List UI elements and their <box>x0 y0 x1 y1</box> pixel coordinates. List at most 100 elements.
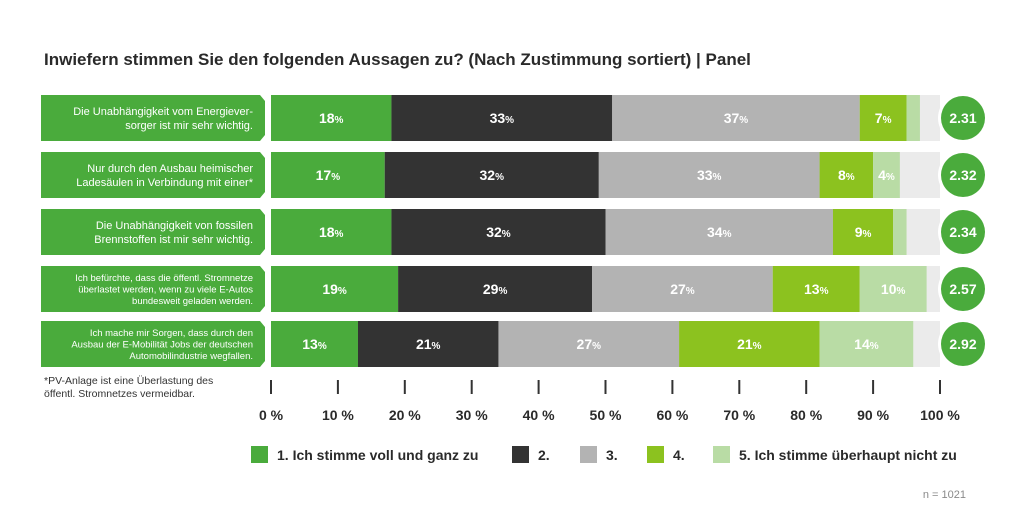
legend-item-1: 1. Ich stimme voll und ganz zu <box>251 446 478 463</box>
bar-segment-4 <box>772 266 860 312</box>
bar-segment-3 <box>592 266 773 312</box>
legend-swatch-1 <box>251 446 268 463</box>
x-tick <box>336 380 339 394</box>
bar-segment-4 <box>859 95 907 141</box>
bar-segment-4 <box>679 321 820 367</box>
bar-segment-1 <box>271 321 358 367</box>
bar-row-1: Die Unabhängigkeit vom Energiever-sorger… <box>41 93 988 143</box>
mean-value: 2.34 <box>949 224 976 240</box>
data-label: 18% <box>319 110 344 126</box>
data-label: 9% <box>855 224 872 240</box>
bar-segment-1 <box>271 266 399 312</box>
bar-segment-5 <box>893 209 907 255</box>
x-tick-label: 80 % <box>790 407 822 423</box>
data-label: 27% <box>577 336 602 352</box>
data-label: 34% <box>707 224 732 240</box>
x-tick <box>537 380 540 394</box>
question-label-box <box>41 321 265 367</box>
question-label-box <box>41 266 265 312</box>
question-label-line: Nur durch den Ausbau heimischer <box>87 163 253 175</box>
bar-row-5: Ich mache mir Sorgen, dass durch denAusb… <box>41 319 988 369</box>
bar-segment-2 <box>391 95 613 141</box>
x-tick-label: 10 % <box>322 407 354 423</box>
question-label-line: Die Unabhängigkeit vom Energiever- <box>73 106 253 118</box>
mean-circle <box>941 153 985 197</box>
data-label: 21% <box>737 336 762 352</box>
bar-segment-2 <box>384 152 599 198</box>
x-tick <box>872 380 875 394</box>
x-tick <box>939 380 941 394</box>
x-tick-label: 100 % <box>920 407 960 423</box>
mean-value: 2.92 <box>949 336 976 352</box>
mean-circle <box>941 210 985 254</box>
bar-segment-3 <box>605 209 833 255</box>
data-label: 33% <box>697 167 722 183</box>
chart-title: Inwiefern stimmen Sie den folgenden Auss… <box>44 50 751 69</box>
question-label-line: Ich befürchte, dass die öffentl. Stromne… <box>75 273 253 284</box>
data-label: 29% <box>483 281 508 297</box>
question-label-line: Ich mache mir Sorgen, dass durch den <box>90 328 253 339</box>
data-label: 21% <box>416 336 441 352</box>
question-label-line: bundesweit geladen werden. <box>132 296 253 307</box>
bar-segment-3 <box>612 95 860 141</box>
x-tick <box>270 380 272 394</box>
x-tick-label: 0 % <box>259 407 284 423</box>
bar-segment-5 <box>906 95 920 141</box>
data-label: 18% <box>319 224 344 240</box>
x-tick <box>671 380 674 394</box>
question-label-line: überlastet werden, wenn zu viele E-Autos <box>78 284 253 295</box>
bar-segment-4 <box>832 209 894 255</box>
bar-segment-1 <box>271 209 392 255</box>
x-axis: 0 % 10 % 20 % 30 % 40 % 50 % 60 % 70 % 80 % 90 % 1… <box>259 380 960 423</box>
legend-label-2: 2. <box>538 446 550 463</box>
data-label: 14% <box>854 336 879 352</box>
bar-row-2: Nur durch den Ausbau heimischer Ladesäule… <box>41 150 988 200</box>
question-label-line: Ladesäulen in Verbindung mit einer* <box>76 177 253 189</box>
mean-circle <box>941 322 985 366</box>
data-label: 13% <box>302 336 327 352</box>
question-label-box <box>41 95 265 141</box>
x-tick <box>738 380 741 394</box>
mean-value: 2.57 <box>949 281 976 297</box>
x-tick <box>805 380 808 394</box>
x-tick-label: 50 % <box>590 407 622 423</box>
question-label-line: Automobilindustrie wegfallen. <box>129 351 253 362</box>
bar-segment-3 <box>498 321 680 367</box>
data-label: 7% <box>875 110 892 126</box>
legend-label-3: 3. <box>606 446 618 463</box>
data-label: 32% <box>486 224 511 240</box>
bar-row-4: Ich befürchte, dass die öffentl. Stromne… <box>41 264 988 314</box>
x-tick-label: 60 % <box>656 407 688 423</box>
data-label: 19% <box>322 281 347 297</box>
bar-row-3: Die Unabhängigkeit von fossilen Brennstof… <box>41 207 988 257</box>
legend-label-4: 4. <box>673 446 685 463</box>
bar-segment-2 <box>357 321 499 367</box>
x-tick <box>403 380 406 394</box>
bar-segment-1 <box>271 152 385 198</box>
question-label-line: Brennstoffen ist mir sehr wichtig. <box>94 234 253 246</box>
x-tick-label: 90 % <box>857 407 889 423</box>
legend-swatch-2 <box>512 446 529 463</box>
data-label: 10% <box>881 281 906 297</box>
data-label: 32% <box>480 167 505 183</box>
x-tick-label: 40 % <box>523 407 555 423</box>
bar-segment-5 <box>873 152 900 198</box>
question-label-line: Die Unabhängigkeit von fossilen <box>96 220 253 232</box>
bar-segment-3 <box>598 152 820 198</box>
data-label: 33% <box>490 110 515 126</box>
bar-segment-1 <box>271 95 392 141</box>
data-label: 37% <box>724 110 749 126</box>
legend-item-5: 5. Ich stimme überhaupt nicht zu <box>713 446 957 463</box>
x-tick-label: 70 % <box>723 407 755 423</box>
bar-segment-5 <box>859 266 927 312</box>
bar-segment-2 <box>398 266 593 312</box>
legend-item-3: 3. <box>580 446 618 463</box>
legend-item-4: 4. <box>647 446 685 463</box>
bar-segment-2 <box>391 209 606 255</box>
legend: 1. Ich stimme voll und ganz zu 2. 3. 4. … <box>0 446 1024 466</box>
x-tick <box>604 380 607 394</box>
x-tick-label: 20 % <box>389 407 421 423</box>
legend-label-1: 1. Ich stimme voll und ganz zu <box>277 446 479 463</box>
data-label: 17% <box>316 167 341 183</box>
